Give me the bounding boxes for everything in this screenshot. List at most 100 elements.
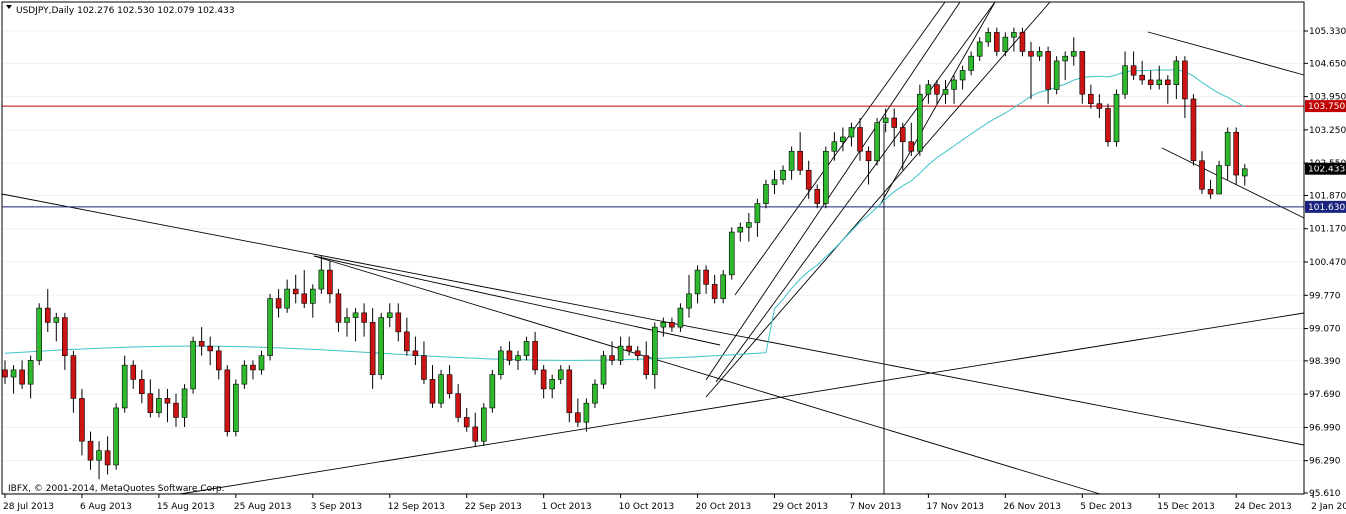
y-tick-label: 99.770 (1309, 291, 1341, 301)
x-tick-label: 3 Sep 2013 (311, 502, 362, 512)
candle-body (1165, 79, 1171, 86)
candle-body (959, 70, 966, 81)
candle-body (1173, 60, 1180, 86)
trendline[interactable] (179, 312, 1305, 495)
candle (139, 369, 145, 404)
candle (993, 27, 1000, 57)
candle (378, 312, 385, 380)
candle (557, 365, 564, 385)
candle (532, 331, 538, 375)
candle-body (634, 350, 641, 356)
candle (429, 365, 436, 408)
x-tick-label: 15 Dec 2013 (1157, 502, 1215, 512)
candle (865, 146, 872, 185)
candle (1182, 56, 1188, 118)
candle (369, 308, 376, 389)
symbol-header: USDJPY,Daily 102.276 102.530 102.079 102… (6, 5, 235, 16)
candle (1165, 75, 1171, 104)
candle-body (686, 293, 692, 309)
candle (438, 369, 444, 408)
candle-body (224, 369, 231, 432)
trendline[interactable] (1, 193, 1305, 446)
candle (951, 75, 957, 104)
candle-body (412, 350, 419, 356)
candle-body (1207, 188, 1214, 195)
candle-body (147, 393, 154, 413)
candle-body (1088, 93, 1094, 105)
candle-body (592, 383, 598, 404)
candle (1062, 51, 1068, 80)
candle-body (1190, 98, 1197, 162)
y-tick-label: 96.990 (1309, 423, 1341, 433)
candle-body (463, 417, 470, 428)
candle-body (1130, 65, 1137, 76)
candle-body (1122, 65, 1128, 95)
candle (968, 51, 974, 76)
candle (780, 165, 786, 185)
candle (284, 279, 290, 313)
candle-body (993, 32, 1000, 52)
candle (1011, 27, 1017, 52)
candle-body (1036, 51, 1043, 57)
y-tick-label: 100.470 (1309, 258, 1346, 268)
candle (198, 327, 205, 356)
candle (754, 198, 761, 237)
candle (686, 274, 692, 318)
candle (737, 222, 744, 242)
candle (959, 65, 966, 90)
candle-body (763, 184, 769, 204)
trendline[interactable] (879, 1, 996, 206)
candle (891, 108, 898, 147)
x-tick-label: 25 Aug 2013 (234, 502, 292, 512)
candle-body (309, 288, 316, 304)
candle-body (173, 402, 179, 418)
trendline[interactable] (1147, 31, 1305, 76)
candle-body (788, 150, 795, 171)
x-tick-label: 6 Aug 2013 (80, 502, 132, 512)
candle (677, 303, 684, 332)
candle (96, 441, 102, 480)
trendline[interactable] (1161, 147, 1305, 219)
candle-body (292, 288, 299, 295)
candle (275, 289, 282, 318)
candle (1019, 27, 1026, 57)
candle-body (728, 231, 735, 276)
candle (1156, 65, 1163, 90)
candle (617, 336, 624, 366)
level-price-tag (1305, 100, 1346, 113)
candle-body (62, 317, 68, 356)
x-axis: 28 Jul 2013 6 Aug 2013 15 Aug 2013 25 Aug 2… (3, 494, 1346, 512)
candle (1045, 46, 1051, 104)
trendline[interactable] (715, 1, 996, 383)
candle (215, 346, 222, 380)
candle (164, 388, 171, 423)
candle (113, 403, 119, 470)
candle-body (677, 307, 684, 328)
trendline[interactable] (734, 1, 946, 296)
candle (121, 355, 128, 413)
trendline[interactable] (705, 1, 961, 381)
candle-body (53, 317, 60, 323)
candle-body (327, 269, 333, 295)
x-tick-label: 22 Sep 2013 (465, 502, 522, 512)
candle-body (865, 150, 872, 162)
candle (421, 341, 427, 385)
candle (840, 127, 846, 152)
candle-body (1070, 51, 1077, 57)
candle-body (121, 364, 128, 409)
candle-body (181, 388, 188, 418)
candle-body (190, 341, 196, 390)
candle-body (1224, 131, 1231, 166)
x-tick-label: 10 Oct 2013 (619, 502, 675, 512)
candle (1216, 160, 1222, 195)
trendline[interactable] (313, 255, 1101, 495)
candle-body (1096, 103, 1103, 109)
trendline[interactable] (705, 1, 1051, 398)
candle-body (386, 312, 393, 318)
candle (480, 403, 487, 446)
candle (1105, 103, 1111, 147)
candle (250, 360, 256, 380)
candle-body (711, 284, 718, 299)
candle (207, 336, 213, 366)
